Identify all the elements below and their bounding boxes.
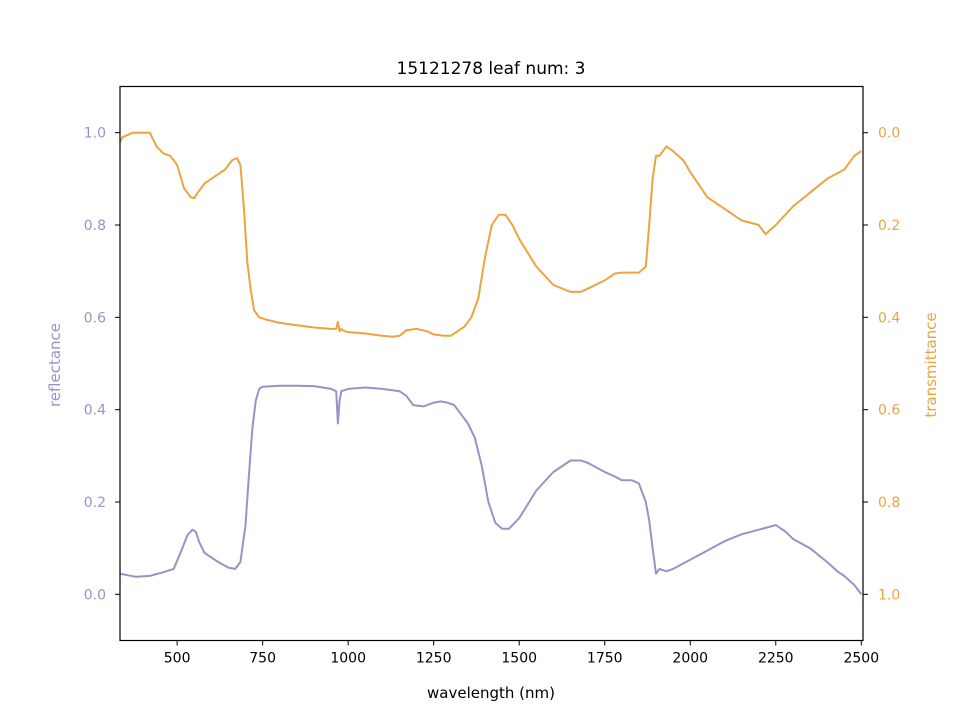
x-axis: 500 750 1000 1250 1500 1750 2000 2250 2500 [164,640,879,667]
x-tick-label: 1250 [416,651,452,667]
transmittance-line [119,131,862,338]
x-tick-label: 1500 [501,651,537,667]
left-y-axis: 0.0 0.2 0.4 0.6 0.8 1.0 [84,126,120,603]
left-y-tick-label: 1.0 [84,126,106,142]
x-tick-label: 2000 [672,651,708,667]
right-y-tick-label: 0.8 [878,495,900,511]
x-tick-label: 2250 [758,651,794,667]
x-tick-label: 2500 [843,651,879,667]
right-y-tick-label: 0.6 [878,403,900,419]
x-tick-label: 750 [249,651,276,667]
left-y-axis-label: reflectance [46,323,64,407]
x-tick-label: 1750 [587,651,623,667]
series-layer [119,131,863,595]
right-y-tick-label: 1.0 [878,587,900,603]
right-y-axis: 0.0 0.2 0.4 0.6 0.8 1.0 [863,126,900,603]
reflectance-line [119,384,863,595]
left-y-tick-label: 0.2 [84,495,106,511]
x-axis-label: wavelength (nm) [427,684,555,702]
x-tick-label: 500 [164,651,191,667]
left-y-tick-label: 0.6 [84,310,106,326]
chart-title: 15121278 leaf num: 3 [397,59,586,79]
left-y-tick-label: 0.0 [84,587,106,603]
right-y-tick-label: 0.2 [878,218,900,234]
right-y-tick-label: 0.0 [878,126,900,142]
left-y-tick-label: 0.4 [84,403,106,419]
plot-frame [119,85,864,642]
x-tick-label: 1000 [330,651,366,667]
left-y-tick-label: 0.8 [84,218,106,234]
right-y-tick-label: 0.4 [878,310,900,326]
right-y-axis-label: transmittance [922,312,940,417]
